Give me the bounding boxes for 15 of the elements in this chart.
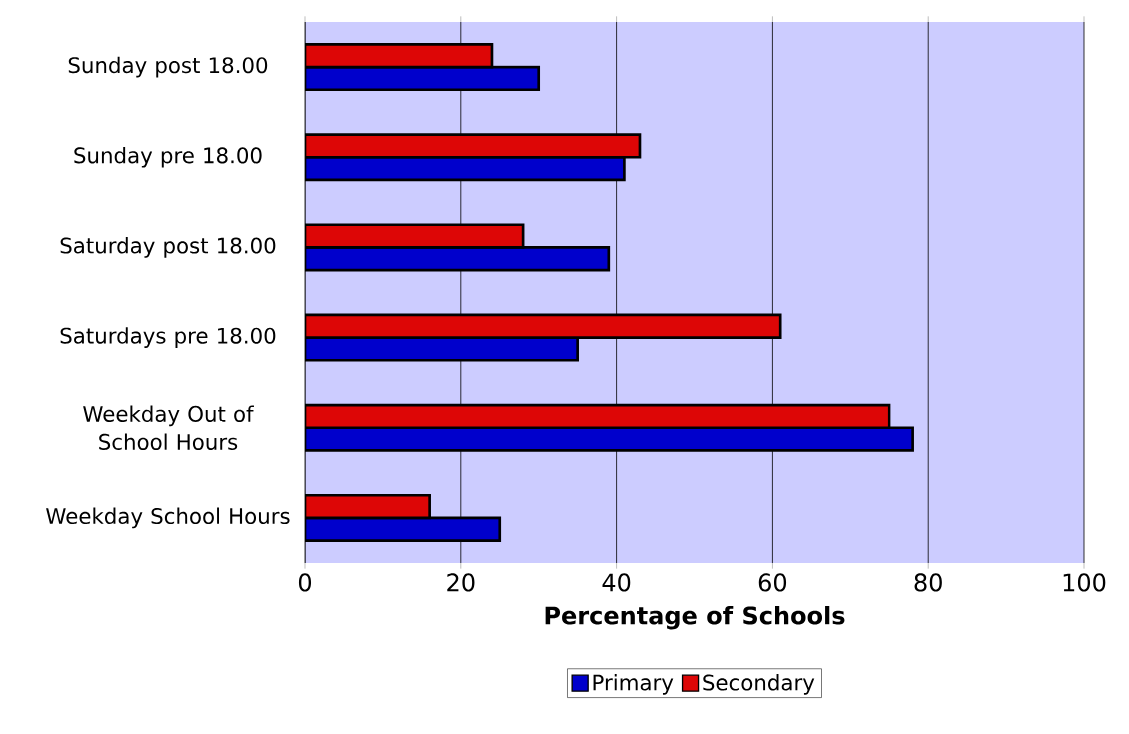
y-tick-label: Weekday Out of School Hours [83, 405, 254, 451]
y-tick-label: Saturdays pre 18.00 [60, 327, 276, 348]
x-tick-label: 100 [1063, 573, 1106, 592]
y-tick-label: Sunday pre 18.00 [74, 146, 262, 168]
x-axis-title: Percentage of Schools [545, 605, 845, 630]
x-tick-label: 60 [758, 573, 787, 592]
legend-label: Primary [593, 674, 674, 695]
y-tick-label: Sunday post 18.00 [68, 56, 268, 78]
x-tick-label: 40 [602, 573, 631, 592]
x-tick-label: 0 [298, 573, 312, 592]
legend-label: Secondary [703, 674, 815, 695]
x-tick-label: 80 [914, 573, 942, 592]
y-tick-label: Saturday post 18.00 [60, 237, 276, 258]
y-tick-label: Weekday School Hours [46, 507, 290, 529]
x-tick-label: 20 [447, 573, 475, 592]
